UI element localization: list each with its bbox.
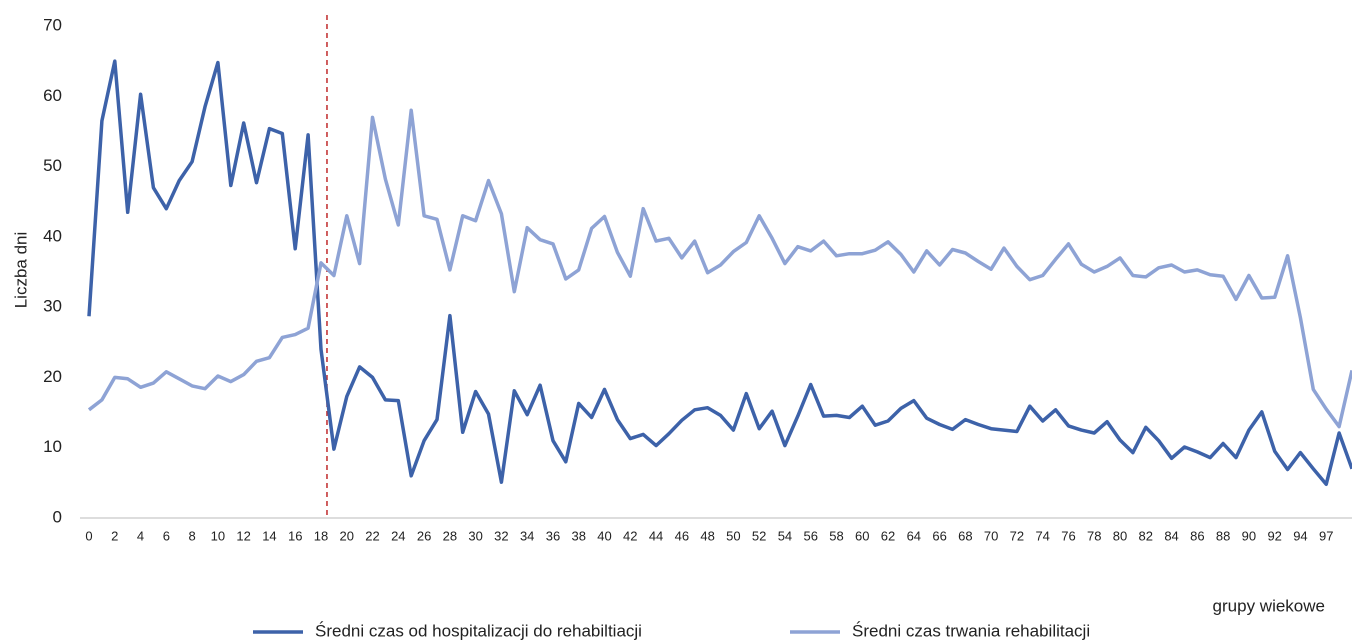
x-tick-label: 97 [1319,528,1333,543]
x-tick-label: 4 [137,528,144,543]
x-tick-label: 74 [1035,528,1049,543]
x-tick-label: 8 [188,528,195,543]
legend-label: Średni czas trwania rehabilitacji [852,621,1090,640]
x-tick-label: 70 [984,528,998,543]
legend-label: Średni czas od hospitalizacji do rehabil… [315,621,642,640]
x-tick-label: 36 [546,528,560,543]
x-tick-label: 14 [262,528,276,543]
x-tick-label: 94 [1293,528,1307,543]
x-tick-label: 64 [907,528,921,543]
x-tick-label: 82 [1139,528,1153,543]
x-tick-label: 52 [752,528,766,543]
y-tick-label: 70 [43,15,62,34]
x-tick-label: 26 [417,528,431,543]
y-tick-label: 60 [43,86,62,105]
y-tick-label: 20 [43,367,62,386]
x-tick-label: 54 [778,528,792,543]
x-tick-label: 22 [365,528,379,543]
x-tick-label: 88 [1216,528,1230,543]
x-tick-label: 68 [958,528,972,543]
x-tick-label: 80 [1113,528,1127,543]
x-tick-label: 28 [443,528,457,543]
x-tick-label: 50 [726,528,740,543]
x-tick-label: 84 [1164,528,1178,543]
y-tick-label: 40 [43,226,62,245]
x-tick-label: 44 [649,528,663,543]
x-tick-label: 76 [1061,528,1075,543]
y-tick-label: 0 [53,507,62,526]
x-tick-label: 10 [211,528,225,543]
x-tick-label: 48 [700,528,714,543]
series-line [87,59,1352,487]
y-tick-label: 50 [43,156,62,175]
x-tick-label: 24 [391,528,405,543]
x-tick-label: 16 [288,528,302,543]
x-tick-label: 32 [494,528,508,543]
x-tick-label: 60 [855,528,869,543]
x-axis-label: grupy wiekowe [1213,596,1325,615]
y-tick-label: 10 [43,437,62,456]
x-tick-label: 2 [111,528,118,543]
x-tick-label: 18 [314,528,328,543]
x-tick-label: 38 [572,528,586,543]
x-tick-label: 58 [829,528,843,543]
x-tick-label: 92 [1267,528,1281,543]
x-tick-label: 42 [623,528,637,543]
x-tick-label: 0 [85,528,92,543]
x-tick-label: 6 [163,528,170,543]
x-tick-label: 40 [597,528,611,543]
y-tick-label: 30 [43,297,62,316]
x-tick-label: 90 [1242,528,1256,543]
x-tick-label: 12 [236,528,250,543]
x-tick-label: 20 [340,528,354,543]
series-line [87,108,1352,429]
x-tick-label: 78 [1087,528,1101,543]
x-tick-label: 62 [881,528,895,543]
x-tick-label: 56 [803,528,817,543]
x-tick-label: 46 [675,528,689,543]
x-tick-label: 34 [520,528,534,543]
x-tick-label: 30 [468,528,482,543]
x-tick-label: 66 [932,528,946,543]
x-tick-label: 86 [1190,528,1204,543]
y-axis-label: Liczba dni [11,232,30,309]
x-tick-label: 72 [1010,528,1024,543]
